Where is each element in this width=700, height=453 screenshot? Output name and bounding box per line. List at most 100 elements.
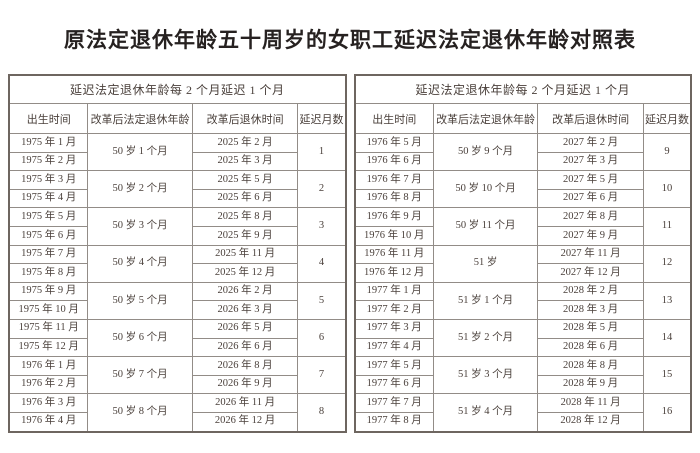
delay-months-cell: 1 [297,132,346,172]
retirement-date-cell: 2026 年 3 月 [191,300,299,320]
retirement-date-cell: 2026 年 8 月 [191,356,299,376]
birth-date-cell: 1976 年 11 月 [354,244,434,265]
table-row: 1975 年 2 月 2025 年 3 月 [8,151,346,172]
birth-date-cell: 1977 年 6 月 [354,374,434,395]
delay-months-cell: 16 [642,393,692,432]
delay-months-cell: 3 [297,207,346,246]
delay-months-cell: 15 [642,356,692,395]
delay-months-cell: 4 [297,244,346,283]
birth-date-cell: 1975 年 2 月 [8,151,89,172]
table-row: 1976 年 11 月 51 岁 2027 年 11 月 12 [354,244,692,283]
birth-date-cell: 1976 年 1 月 [8,356,89,376]
banner-row: 延迟法定退休年龄每 2 个月延迟 1 个月 [8,74,346,104]
birth-date-cell: 1976 年 9 月 [354,207,434,227]
retirement-date-cell: 2027 年 9 月 [537,225,644,246]
birth-date-cell: 1975 年 10 月 [8,300,89,320]
retirement-date-cell: 2027 年 12 月 [537,263,644,283]
table-row: 1975 年 10 月 2026 年 3 月 [8,300,346,320]
table-row: 1977 年 6 月 2028 年 9 月 [354,374,692,395]
retirement-age-cell: 51 岁 1 个月 [432,281,539,320]
retirement-age-cell: 50 岁 7 个月 [87,356,193,395]
delay-months-cell: 8 [297,393,346,432]
birth-date-cell: 1976 年 8 月 [354,188,434,209]
column-header-retire: 改革后退休时间 [537,103,644,134]
retirement-age-cell: 51 岁 3 个月 [432,356,539,395]
delay-months-cell: 11 [642,207,692,246]
retirement-age-cell: 50 岁 1 个月 [87,132,193,172]
table-row: 1977 年 8 月 2028 年 12 月 [354,411,692,433]
birth-date-cell: 1976 年 7 月 [354,170,434,190]
retirement-age-cell: 50 岁 8 个月 [87,393,193,432]
retirement-date-cell: 2026 年 2 月 [191,281,299,302]
retirement-date-cell: 2028 年 5 月 [537,318,644,339]
retirement-date-cell: 2027 年 6 月 [537,188,644,209]
retirement-age-cell: 51 岁 2 个月 [432,318,539,358]
table-row: 1976 年 4 月 2026 年 12 月 [8,411,346,433]
retirement-age-cell: 50 岁 5 个月 [87,281,193,320]
retirement-date-cell: 2025 年 11 月 [191,244,299,265]
retirement-age-cell: 51 岁 [432,244,539,283]
birth-date-cell: 1975 年 5 月 [8,207,89,227]
retirement-date-cell: 2026 年 11 月 [191,393,299,413]
delay-months-cell: 12 [642,244,692,283]
retirement-date-cell: 2026 年 9 月 [191,374,299,395]
retirement-age-cell: 50 岁 11 个月 [432,207,539,246]
retirement-date-cell: 2026 年 5 月 [191,318,299,339]
retirement-date-cell: 2028 年 12 月 [537,411,644,433]
delay-months-cell: 2 [297,170,346,209]
retirement-date-cell: 2025 年 6 月 [191,188,299,209]
column-header-birth: 出生时间 [354,103,434,134]
birth-date-cell: 1976 年 3 月 [8,393,89,413]
retirement-age-cell: 50 岁 2 个月 [87,170,193,209]
table-row: 1975 年 4 月 2025 年 6 月 [8,188,346,209]
retirement-age-cell: 50 岁 3 个月 [87,207,193,246]
birth-date-cell: 1977 年 7 月 [354,393,434,413]
retirement-date-cell: 2027 年 11 月 [537,244,644,265]
delay-months-cell: 7 [297,356,346,395]
birth-date-cell: 1975 年 9 月 [8,281,89,302]
column-header-age: 改革后法定退休年龄 [432,103,539,134]
table-row: 1976 年 10 月 2027 年 9 月 [354,225,692,246]
retirement-age-cell: 50 岁 6 个月 [87,318,193,358]
retirement-date-cell: 2025 年 12 月 [191,263,299,283]
table-row: 1977 年 3 月 51 岁 2 个月 2028 年 5 月 14 [354,318,692,358]
birth-date-cell: 1977 年 8 月 [354,411,434,433]
birth-date-cell: 1977 年 1 月 [354,281,434,302]
delay-months-cell: 13 [642,281,692,320]
table-row: 1975 年 8 月 2025 年 12 月 [8,263,346,283]
retirement-age-cell: 50 岁 4 个月 [87,244,193,283]
retirement-date-cell: 2028 年 8 月 [537,356,644,376]
table-body: 1976 年 5 月 50 岁 9 个月 2027 年 2 月 9 1976 年 6 月… [354,132,692,433]
birth-date-cell: 1975 年 7 月 [8,244,89,265]
tables-container: 延迟法定退休年龄每 2 个月延迟 1 个月 出生时间 改革后法定退休年龄 改革后… [0,74,700,433]
retirement-date-cell: 2025 年 5 月 [191,170,299,190]
birth-date-cell: 1976 年 6 月 [354,151,434,172]
birth-date-cell: 1975 年 4 月 [8,188,89,209]
retirement-table-right: 延迟法定退休年龄每 2 个月延迟 1 个月 出生时间 改革后法定退休年龄 改革后… [353,74,692,433]
column-header-row: 出生时间 改革后法定退休年龄 改革后退休时间 延迟月数 [8,103,346,134]
column-header-birth: 出生时间 [8,103,89,134]
table-row: 1976 年 7 月 50 岁 10 个月 2027 年 5 月 10 [354,170,692,209]
table-row: 1976 年 12 月 2027 年 12 月 [354,263,692,283]
birth-date-cell: 1977 年 3 月 [354,318,434,339]
birth-date-cell: 1976 年 4 月 [8,411,89,433]
birth-date-cell: 1975 年 3 月 [8,170,89,190]
page-title: 原法定退休年龄五十周岁的女职工延迟法定退休年龄对照表 [64,28,636,52]
column-header-row: 出生时间 改革后法定退休年龄 改革后退休时间 延迟月数 [354,103,692,134]
birth-date-cell: 1975 年 12 月 [8,337,89,358]
column-header-age: 改革后法定退休年龄 [87,103,193,134]
retirement-table-left: 延迟法定退休年龄每 2 个月延迟 1 个月 出生时间 改革后法定退休年龄 改革后… [8,74,347,433]
birth-date-cell: 1975 年 8 月 [8,263,89,283]
retirement-date-cell: 2028 年 9 月 [537,374,644,395]
table-row: 1977 年 7 月 51 岁 4 个月 2028 年 11 月 16 [354,393,692,432]
birth-date-cell: 1976 年 10 月 [354,225,434,246]
column-header-delay: 延迟月数 [297,103,346,134]
birth-date-cell: 1975 年 6 月 [8,225,89,246]
birth-date-cell: 1976 年 2 月 [8,374,89,395]
delay-months-cell: 6 [297,318,346,358]
retirement-date-cell: 2026 年 12 月 [191,411,299,433]
